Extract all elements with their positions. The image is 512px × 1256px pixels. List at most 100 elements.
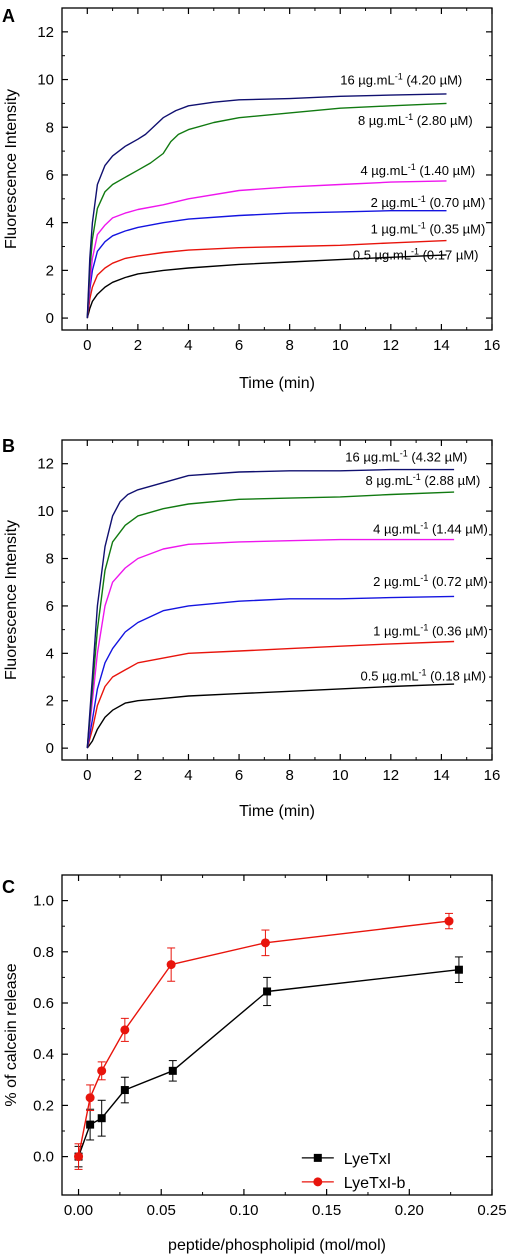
series-line <box>86 180 447 319</box>
x-tick-label: 4 <box>184 767 192 784</box>
x-axis-title: Time (min) <box>239 375 315 392</box>
curve-label: 0.5 µg.mL-1 (0.17 µM) <box>353 247 479 263</box>
y-tick-label: 12 <box>37 24 54 41</box>
series-line <box>86 254 447 319</box>
y-tick-label: 4 <box>46 645 54 662</box>
y-tick-label: 10 <box>37 72 54 89</box>
curve-label: 16 µg.mL-1 (4.32 µM) <box>345 448 467 464</box>
y-tick-label: 8 <box>46 551 54 568</box>
x-tick-label: 2 <box>134 337 142 354</box>
x-tick-label: 0.15 <box>312 1202 341 1219</box>
x-tick-label: 12 <box>382 767 399 784</box>
y-tick-label: 10 <box>37 503 54 520</box>
y-tick-label: 8 <box>46 119 54 136</box>
legend-label: LyeTxI <box>344 1151 391 1168</box>
x-tick-label: 4 <box>184 337 192 354</box>
series-line <box>77 969 459 1157</box>
curve-label: 8 µg.mL-1 (2.88 µM) <box>366 472 481 488</box>
plot-frame <box>61 874 493 1196</box>
y-tick-label: 0 <box>46 310 54 327</box>
x-tick-label: 14 <box>433 337 450 354</box>
y-tick-label: 0.2 <box>33 1097 54 1114</box>
y-tick-label: 6 <box>46 598 54 615</box>
y-tick-label: 0.0 <box>33 1149 54 1166</box>
y-tick-label: 0.6 <box>33 995 54 1012</box>
x-tick-label: 6 <box>235 337 243 354</box>
y-tick-label: 4 <box>46 215 54 232</box>
y-tick-label: 0.8 <box>33 944 54 961</box>
series-line <box>86 595 455 749</box>
y-tick-label: 6 <box>46 167 54 184</box>
data-point-square <box>120 1086 129 1095</box>
data-point-square <box>86 1120 95 1129</box>
data-point-square <box>97 1114 106 1123</box>
series-line <box>86 209 447 319</box>
series-line <box>77 920 450 1157</box>
series-line <box>86 538 455 749</box>
curve-label: 2 µg.mL-1 (0.70 µM) <box>371 194 486 210</box>
data-point-square <box>168 1066 177 1075</box>
data-point-circle <box>120 1025 130 1035</box>
panel-b: B 0 2 4 6 8 10 12 14 16 0 2 4 6 8 10 12 Time (min) Fluores… <box>2 436 500 820</box>
series-line <box>86 93 447 319</box>
x-tick-label: 16 <box>484 337 501 354</box>
panel-a: A 0 2 4 6 8 10 12 14 16 0 2 4 6 8 10 12 Time (min) Fluores… <box>2 6 500 392</box>
x-axis-title: peptide/phospholipid (mol/mol) <box>168 1237 386 1254</box>
x-axis-title: Time (min) <box>239 803 315 820</box>
x-tick-label: 14 <box>433 767 450 784</box>
curve-label: 1 µg.mL-1 (0.35 µM) <box>371 220 486 236</box>
y-axis-title: Fluorescence Intensity <box>3 89 20 249</box>
x-tick-label: 8 <box>285 767 293 784</box>
data-point-circle <box>85 1093 95 1103</box>
y-axis-title: Fluorescence Intensity <box>3 520 20 680</box>
curve-label: 1 µg.mL-1 (0.36 µM) <box>373 623 488 639</box>
y-tick-label: 2 <box>46 262 54 279</box>
y-tick-label: 2 <box>46 693 54 710</box>
x-tick-label: 12 <box>382 337 399 354</box>
series-line <box>86 640 455 749</box>
curve-label: 4 µg.mL-1 (1.40 µM) <box>360 162 475 178</box>
data-point-circle <box>260 938 270 948</box>
y-axis-title: % of calcein release <box>3 963 20 1106</box>
y-tick-label: 12 <box>37 456 54 473</box>
data-point-square <box>263 987 272 996</box>
x-tick-label: 6 <box>235 767 243 784</box>
x-tick-label: 10 <box>332 337 349 354</box>
panel-letter: C <box>2 877 15 897</box>
x-tick-label: 0 <box>83 337 91 354</box>
x-tick-label: 0.10 <box>229 1202 258 1219</box>
x-tick-label: 2 <box>134 767 142 784</box>
x-tick-label: 10 <box>332 767 349 784</box>
plot-frame <box>61 439 493 761</box>
series-line <box>86 468 455 749</box>
legend-label: LyeTxI-b <box>344 1175 406 1192</box>
series-line <box>86 102 447 319</box>
data-point-circle <box>97 1066 107 1076</box>
series-line <box>86 683 455 749</box>
x-tick-label: 0.05 <box>147 1202 176 1219</box>
legend-marker-square <box>313 1153 322 1162</box>
y-tick-label: 0.4 <box>33 1046 54 1063</box>
data-point-circle <box>444 916 454 926</box>
y-tick-label: 0 <box>46 740 54 757</box>
curve-label: 4 µg.mL-1 (1.44 µM) <box>373 521 488 537</box>
x-tick-label: 0 <box>83 767 91 784</box>
x-tick-label: 8 <box>285 337 293 354</box>
panel-c: C 0.00 0.05 0.10 0.15 0.20 0.25 0.0 0.2 0.4 0.6 0.8… <box>2 874 507 1254</box>
series-line <box>86 239 447 319</box>
x-tick-label: 0.00 <box>64 1202 93 1219</box>
panel-letter: B <box>2 436 15 456</box>
x-tick-label: 0.25 <box>477 1202 506 1219</box>
curve-label: 16 µg.mL-1 (4.20 µM) <box>340 71 462 87</box>
data-point-circle <box>166 960 176 970</box>
plot-frame <box>61 7 493 331</box>
legend-marker-circle <box>313 1177 323 1187</box>
panel-letter: A <box>2 6 15 26</box>
x-tick-label: 16 <box>484 767 501 784</box>
data-point-square <box>454 965 463 974</box>
curve-label: 0.5 µg.mL-1 (0.18 µM) <box>360 668 486 684</box>
y-tick-label: 1.0 <box>33 893 54 910</box>
series-line <box>86 491 455 749</box>
